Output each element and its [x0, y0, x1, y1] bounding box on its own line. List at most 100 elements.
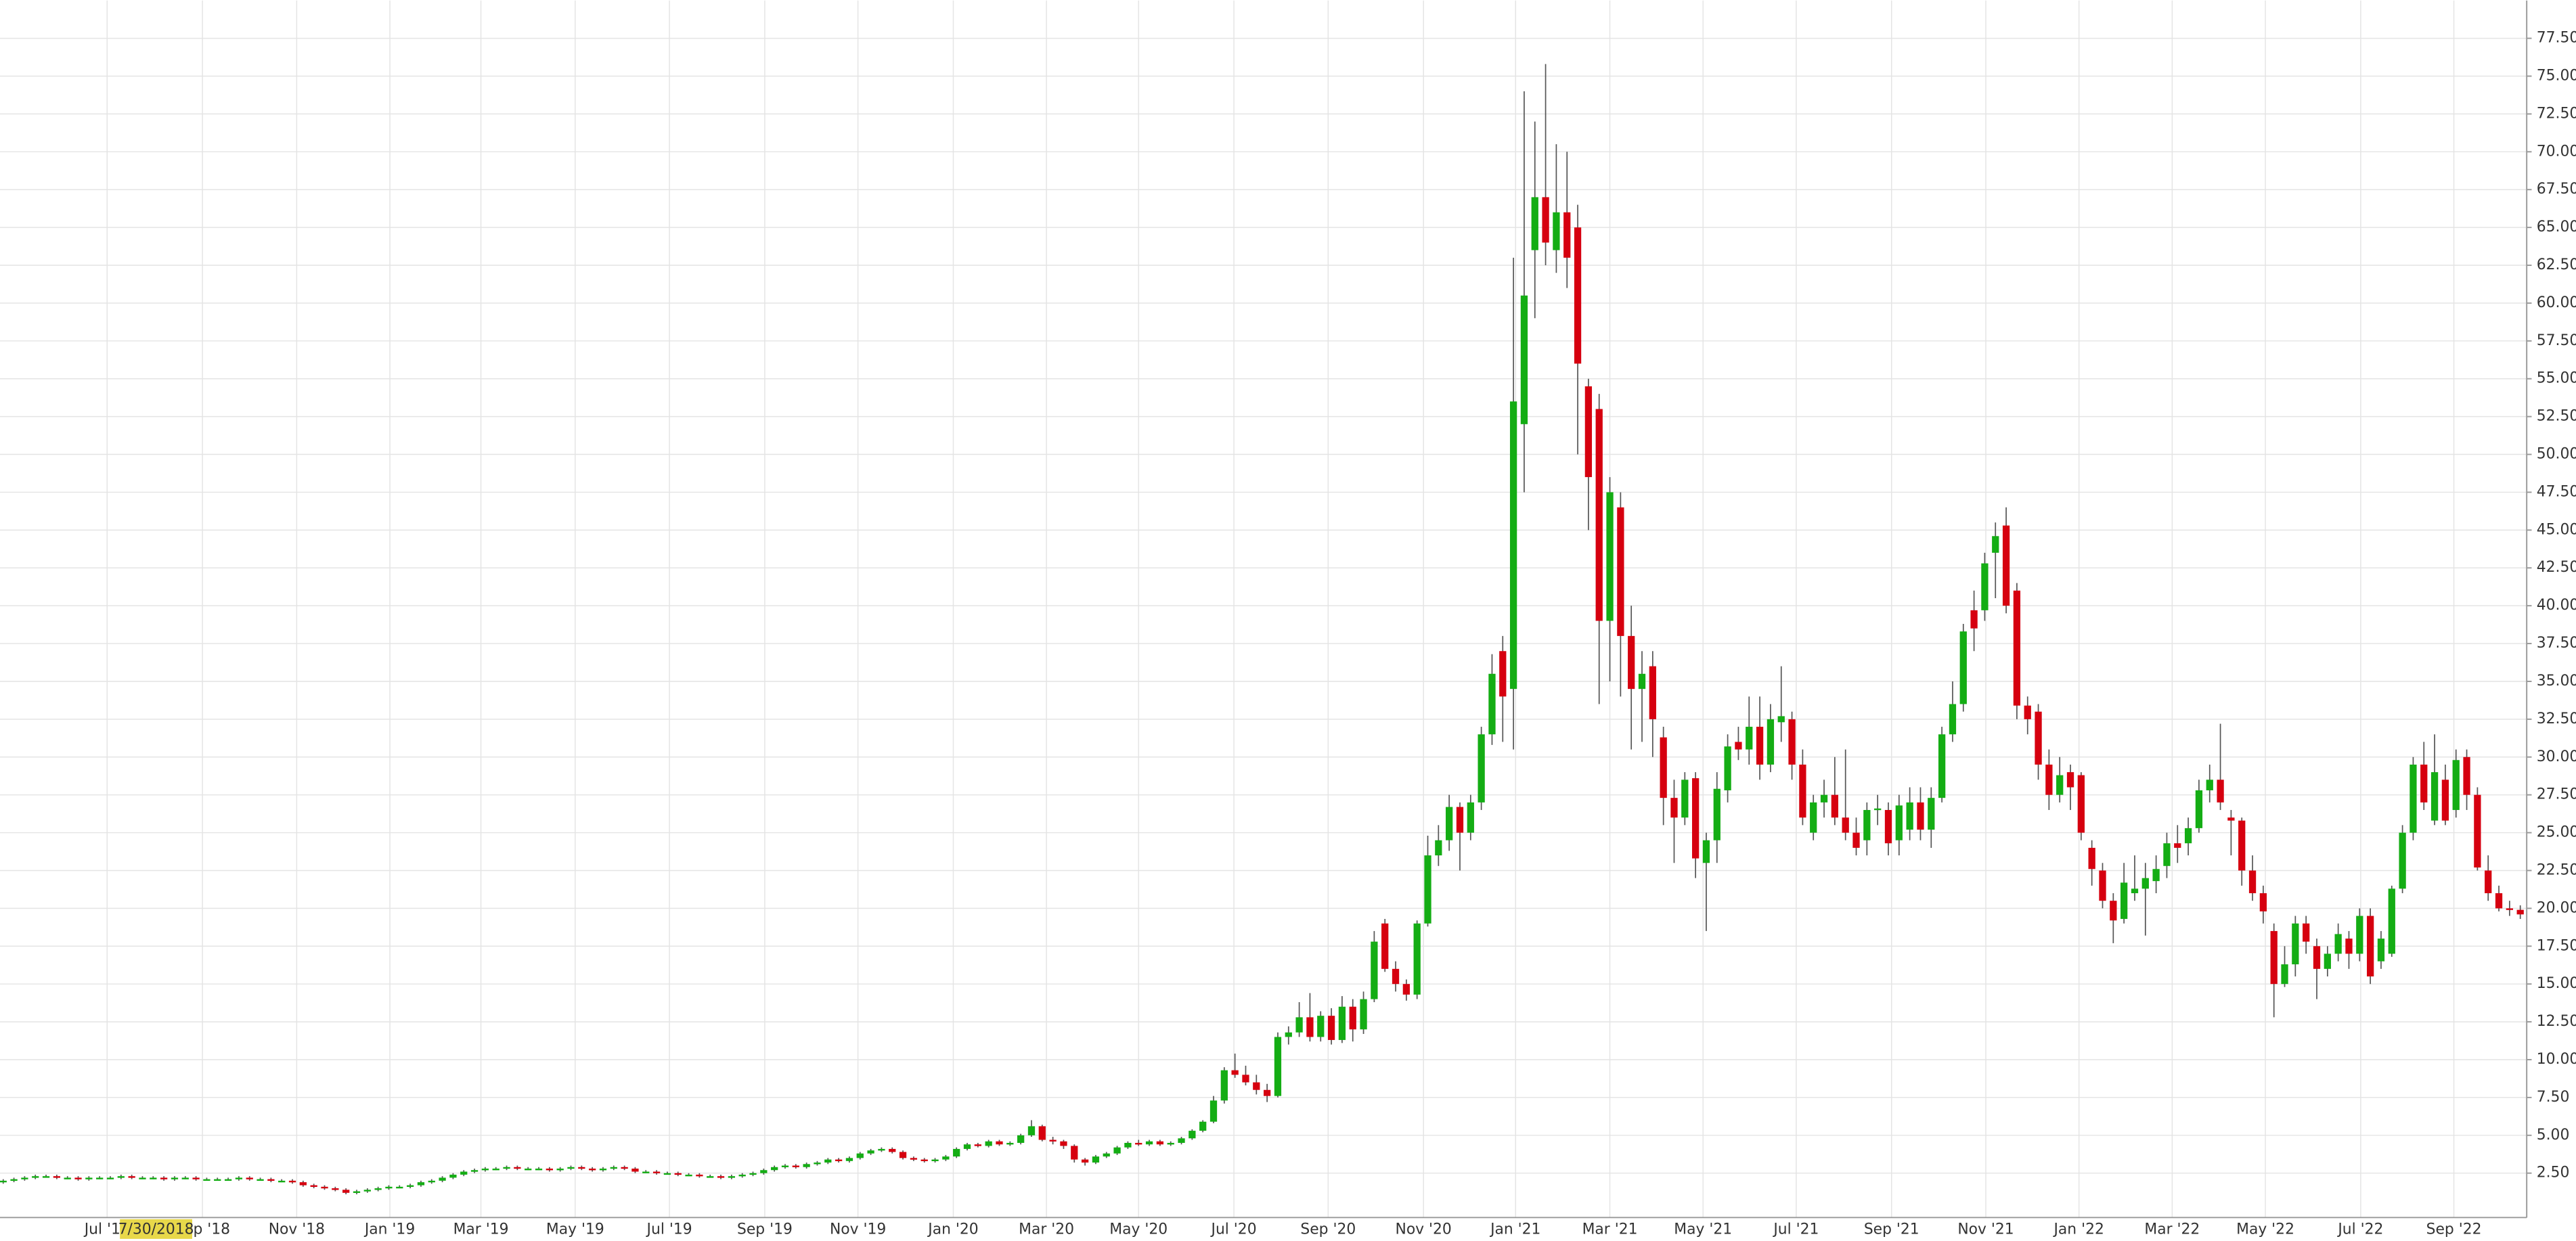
candle-body	[1509, 401, 1517, 690]
candle-body	[2088, 847, 2095, 870]
candle-body	[449, 1174, 457, 1178]
candle-body	[1242, 1075, 1249, 1083]
y-tick-label: 52.50	[2537, 408, 2576, 425]
candle-body	[2452, 760, 2460, 811]
x-tick-label: May '19	[546, 1221, 604, 1238]
candle-body	[1156, 1141, 1164, 1145]
candle-body	[224, 1179, 232, 1181]
candle-body	[1938, 734, 1946, 798]
candle-body	[2270, 930, 2278, 985]
candle-body	[160, 1177, 168, 1179]
candle-body	[1981, 563, 1989, 610]
candle-body	[1542, 197, 1549, 243]
candle-body	[2045, 764, 2053, 795]
candle-body	[2324, 953, 2331, 969]
candles	[0, 64, 2524, 1195]
x-tick-label: Jan '22	[2052, 1221, 2104, 1238]
candle-body	[599, 1169, 607, 1171]
candle-body	[21, 1177, 28, 1179]
candle-body	[96, 1177, 104, 1179]
y-tick-label: 45.00	[2537, 521, 2576, 538]
candle-body	[899, 1152, 907, 1158]
candle-body	[32, 1176, 39, 1178]
candle-body	[2506, 908, 2514, 910]
candle-body	[878, 1148, 885, 1151]
candle-body	[2334, 934, 2342, 954]
candle-body	[64, 1177, 71, 1179]
candle-body	[1691, 778, 1700, 859]
candle-body	[1071, 1146, 1078, 1160]
candle-body	[106, 1177, 114, 1179]
y-tick-label: 37.50	[2537, 635, 2576, 652]
candle-body	[1081, 1159, 1089, 1163]
x-tick-label: Nov '20	[1396, 1221, 1452, 1238]
candle-body	[1113, 1147, 1121, 1154]
candle-body	[1606, 492, 1614, 621]
candle-body	[2485, 870, 2492, 894]
candle-body	[867, 1150, 874, 1154]
candle-body	[621, 1167, 628, 1169]
candle-body	[835, 1159, 843, 1162]
candle-body	[2516, 909, 2524, 915]
y-tick-label: 75.00	[2537, 68, 2576, 85]
y-tick-label: 17.50	[2537, 937, 2576, 954]
candle-body	[696, 1174, 703, 1177]
candle-body	[910, 1158, 918, 1160]
candle-body	[2292, 923, 2299, 965]
candle-body	[2463, 757, 2470, 795]
candle-body	[439, 1177, 446, 1181]
candle-body	[1949, 704, 1957, 735]
candle-body	[310, 1185, 317, 1188]
candle-body	[1027, 1126, 1036, 1135]
candle-body	[492, 1169, 499, 1171]
candle-body	[1799, 764, 1806, 818]
candle-body	[1628, 635, 1635, 690]
y-tick-label: 67.50	[2537, 181, 2576, 198]
x-tick-label: Mar '20	[1019, 1221, 1074, 1238]
candle-body	[1574, 227, 1582, 364]
x-tick-label: May '20	[1109, 1221, 1168, 1238]
y-tick-label: 42.50	[2537, 559, 2576, 576]
candle-body	[2024, 705, 2031, 719]
candle-body	[963, 1144, 971, 1149]
candle-body	[1413, 923, 1421, 995]
candle-body	[578, 1167, 585, 1169]
candle-body	[406, 1185, 414, 1188]
candle-body	[74, 1177, 82, 1179]
candle-body	[974, 1144, 981, 1146]
x-tick-label: Nov '18	[269, 1221, 325, 1238]
candle-body	[1649, 666, 1656, 719]
axis-labels: 2.50 5.00 7.50 10.00 12.50 15.00 17.50 20.00 22.…	[83, 30, 2576, 1238]
candle-body	[1810, 802, 1817, 833]
candle-body	[525, 1169, 532, 1171]
candle-body	[1724, 746, 1731, 790]
candle-body	[1499, 651, 1507, 697]
candle-body	[139, 1177, 146, 1179]
y-tick-label: 30.00	[2537, 748, 2576, 765]
candle-body	[803, 1164, 810, 1167]
candle-body	[1178, 1138, 1185, 1143]
candle-body	[1274, 1037, 1282, 1096]
y-tick-label: 27.50	[2537, 786, 2576, 803]
candle-body	[2377, 939, 2385, 962]
candle-body	[1199, 1121, 1207, 1131]
candle-body	[1863, 810, 1871, 840]
candle-body	[1735, 742, 1742, 750]
candle-body	[2099, 870, 2106, 901]
candle-body	[1970, 610, 1978, 629]
candle-body	[10, 1179, 18, 1181]
candle-body	[1595, 409, 1603, 621]
candle-body	[728, 1176, 736, 1178]
candle-body	[171, 1177, 179, 1179]
candle-body	[1959, 631, 1967, 704]
y-tick-label: 72.50	[2537, 105, 2576, 122]
candle-body	[1381, 923, 1389, 969]
candle-body	[663, 1173, 671, 1175]
y-tick-label: 70.00	[2537, 143, 2576, 160]
candle-body	[1820, 794, 1828, 803]
candle-body	[1189, 1131, 1196, 1139]
candle-body	[814, 1163, 821, 1165]
candle-body	[2238, 820, 2246, 871]
